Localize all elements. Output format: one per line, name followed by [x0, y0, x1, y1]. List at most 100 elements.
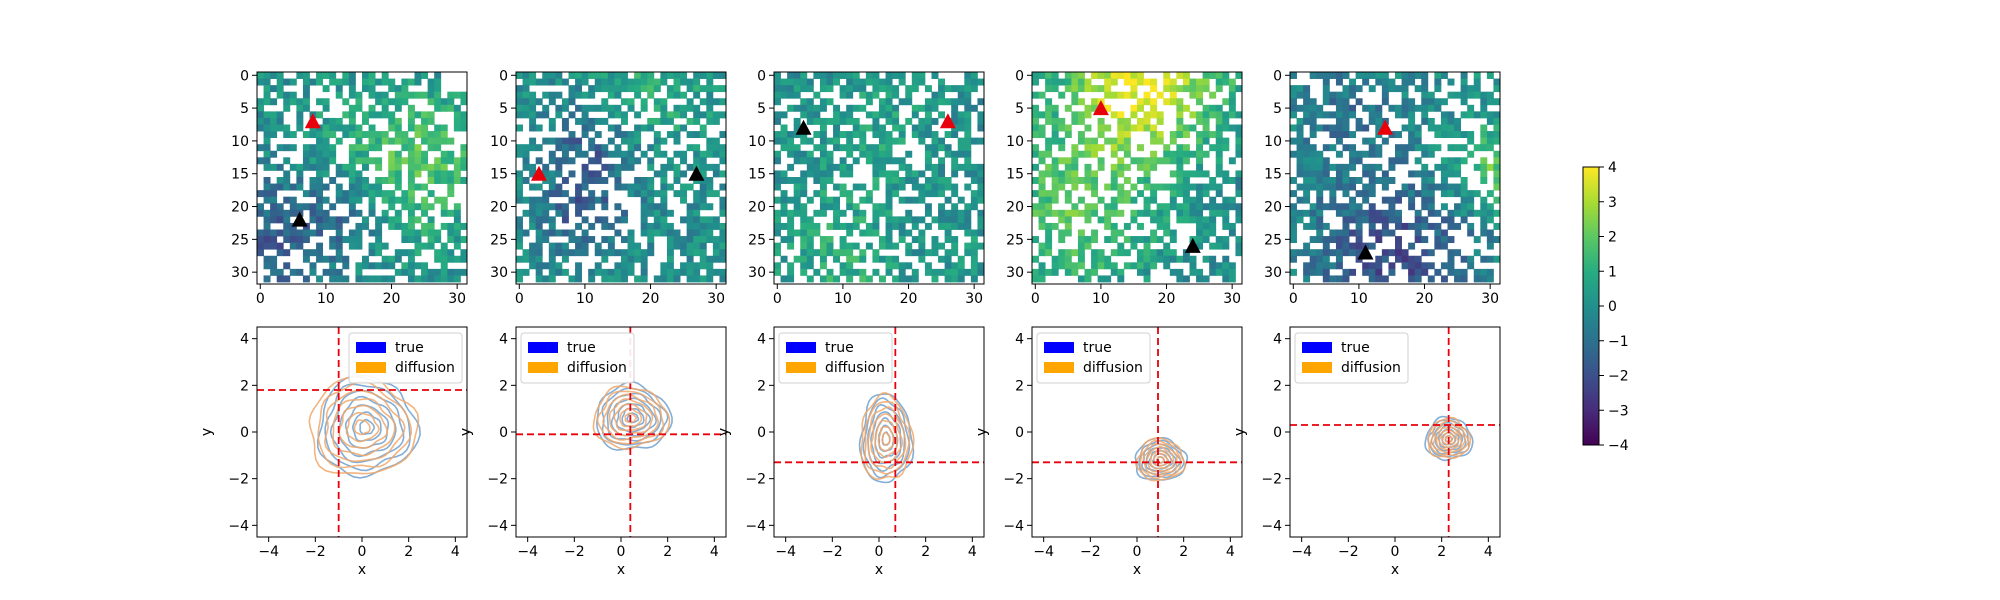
heatmap-cell [1032, 72, 1039, 79]
heatmap-cell [1467, 209, 1475, 217]
heatmap-cell [1117, 111, 1125, 119]
heatmap-cell [806, 98, 814, 106]
heatmap-cell [719, 98, 727, 106]
heatmap-cell [263, 163, 271, 171]
heatmap-cell [846, 150, 854, 158]
heatmap-cell [368, 144, 376, 152]
heatmap-cell [1480, 268, 1488, 276]
heatmap-cell [1342, 72, 1350, 79]
heatmap-cell [1342, 131, 1350, 139]
heatmap-cell [1395, 209, 1402, 217]
heatmap-cell [1440, 236, 1448, 244]
heatmap-cell [1123, 150, 1131, 158]
heatmap-cell [335, 183, 343, 191]
heatmap-cell [581, 104, 589, 112]
heatmap-cell [872, 91, 880, 99]
y-tick-label: 20 [231, 200, 249, 216]
heatmap-cell [263, 255, 271, 263]
heatmap-cell [957, 137, 965, 145]
heatmap-cell [712, 222, 720, 230]
heatmap-cell [1335, 229, 1343, 237]
heatmap-cell [627, 163, 635, 171]
heatmap-cell [774, 229, 781, 237]
heatmap-cell [787, 78, 795, 86]
heatmap-cell [1480, 170, 1488, 178]
heatmap-cell [1290, 177, 1297, 184]
heatmap-cell [1235, 111, 1243, 119]
heatmap-cell [362, 144, 369, 152]
heatmap-cell [1176, 216, 1184, 224]
heatmap-cell [931, 190, 939, 198]
heatmap-cell [1440, 117, 1448, 125]
heatmap-cell [414, 183, 422, 191]
heatmap-cell [892, 177, 900, 184]
heatmap-cell [601, 85, 609, 93]
heatmap-cell [1084, 170, 1092, 178]
heatmap-cell [1084, 137, 1092, 145]
heatmap-cell [1123, 131, 1131, 139]
heatmap-cell [793, 183, 801, 191]
heatmap-cell [453, 236, 461, 244]
heatmap-cell [381, 255, 389, 263]
heatmap-cell [1071, 163, 1079, 171]
heatmap-cell [647, 85, 655, 93]
heatmap-cell [453, 170, 461, 178]
heatmap-cell [1303, 111, 1311, 119]
heatmap-cell [421, 157, 429, 165]
heatmap-cell [699, 131, 707, 139]
heatmap-cell [542, 190, 550, 198]
heatmap-cell [394, 124, 402, 132]
heatmap-cell [819, 150, 827, 158]
heatmap-cell [1209, 255, 1217, 263]
heatmap-cell [1316, 157, 1324, 165]
heatmap-cell [257, 242, 264, 250]
heatmap-cell [535, 196, 543, 204]
heatmap-cell [892, 190, 900, 198]
heatmap-cell [581, 111, 589, 119]
heatmap-cell [712, 137, 720, 145]
heatmap-cell [1163, 249, 1171, 257]
heatmap-cell [1077, 177, 1085, 184]
heatmap-cell [806, 262, 814, 270]
heatmap-cell [375, 131, 383, 139]
contour-line [860, 392, 915, 480]
heatmap-cell [1189, 150, 1197, 158]
heatmap-cell [1110, 262, 1118, 270]
heatmap-cell [1355, 209, 1363, 217]
heatmap-cell [957, 268, 965, 276]
heatmap-cell [634, 124, 642, 132]
heatmap-cell [1143, 196, 1151, 204]
heatmap-cell [964, 222, 972, 230]
heatmap-cell [846, 85, 854, 93]
heatmap-cell [1169, 236, 1177, 244]
heatmap-cell [846, 137, 854, 145]
heatmap-cell [1222, 124, 1230, 132]
heatmap-cell [414, 163, 422, 171]
heatmap-cell [852, 203, 860, 211]
heatmap-cell [568, 196, 576, 204]
heatmap-cell [819, 177, 827, 184]
heatmap-cell [1381, 98, 1389, 106]
heatmap-cell [793, 117, 801, 125]
heatmap-cell [575, 104, 583, 112]
heatmap-cell [581, 177, 589, 184]
heatmap-cell [1235, 150, 1243, 158]
heatmap-cell [447, 177, 455, 184]
heatmap-cell [1176, 190, 1184, 198]
heatmap-cell [302, 144, 310, 152]
heatmap-cell [1045, 236, 1053, 244]
heatmap-cell [568, 137, 576, 145]
heatmap-cell [434, 78, 442, 86]
heatmap-cell [1117, 190, 1125, 198]
heatmap-cell [647, 78, 655, 86]
contour-line [1441, 432, 1456, 446]
heatmap-cell [516, 104, 523, 112]
heatmap-cell [1309, 104, 1317, 112]
heatmap-cell [918, 137, 926, 145]
heatmap-cell [1440, 163, 1448, 171]
heatmap-cell [1143, 163, 1151, 171]
heatmap-cell [1051, 255, 1059, 263]
heatmap-cell [1104, 222, 1112, 230]
